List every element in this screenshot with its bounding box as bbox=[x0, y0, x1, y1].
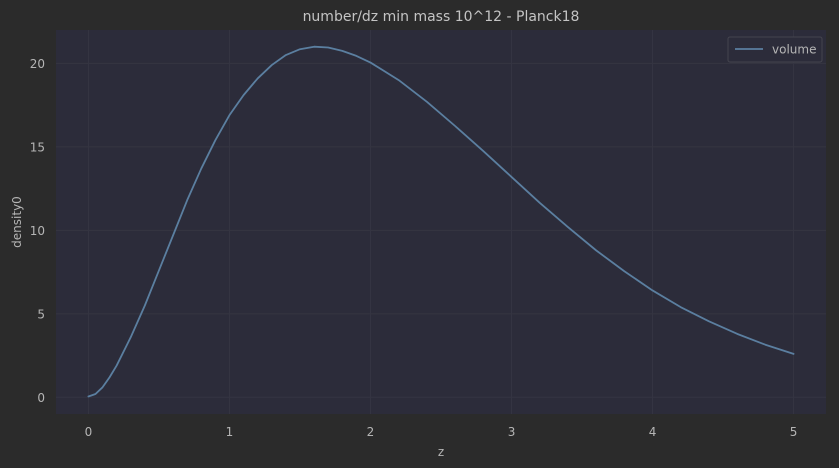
legend: volume bbox=[727, 36, 823, 63]
x-tick-label: 5 bbox=[790, 425, 798, 439]
chart-title: number/dz min mass 10^12 - Planck18 bbox=[303, 9, 580, 25]
x-tick-label: 0 bbox=[85, 425, 93, 439]
x-tick-label: 4 bbox=[649, 425, 657, 439]
y-axis-label: density0 bbox=[10, 196, 24, 248]
plot-area bbox=[56, 30, 826, 414]
y-tick-label: 5 bbox=[37, 307, 45, 321]
y-tick-label: 10 bbox=[30, 224, 45, 238]
x-tick-label: 1 bbox=[226, 425, 234, 439]
series-line-volume bbox=[87, 45, 795, 398]
y-axis-ticks: 0 5 10 15 20 bbox=[30, 57, 45, 405]
series-layer bbox=[87, 45, 795, 398]
y-tick-label: 0 bbox=[37, 391, 45, 405]
x-axis-label: z bbox=[438, 445, 444, 459]
legend-label: volume bbox=[772, 43, 816, 57]
x-tick-label: 3 bbox=[508, 425, 516, 439]
x-axis-ticks: 0 1 2 3 4 5 bbox=[85, 425, 798, 439]
x-tick-label: 2 bbox=[367, 425, 375, 439]
y-tick-label: 20 bbox=[30, 57, 45, 71]
grid bbox=[56, 30, 826, 414]
legend-box bbox=[727, 36, 823, 63]
y-tick-label: 15 bbox=[30, 140, 45, 154]
